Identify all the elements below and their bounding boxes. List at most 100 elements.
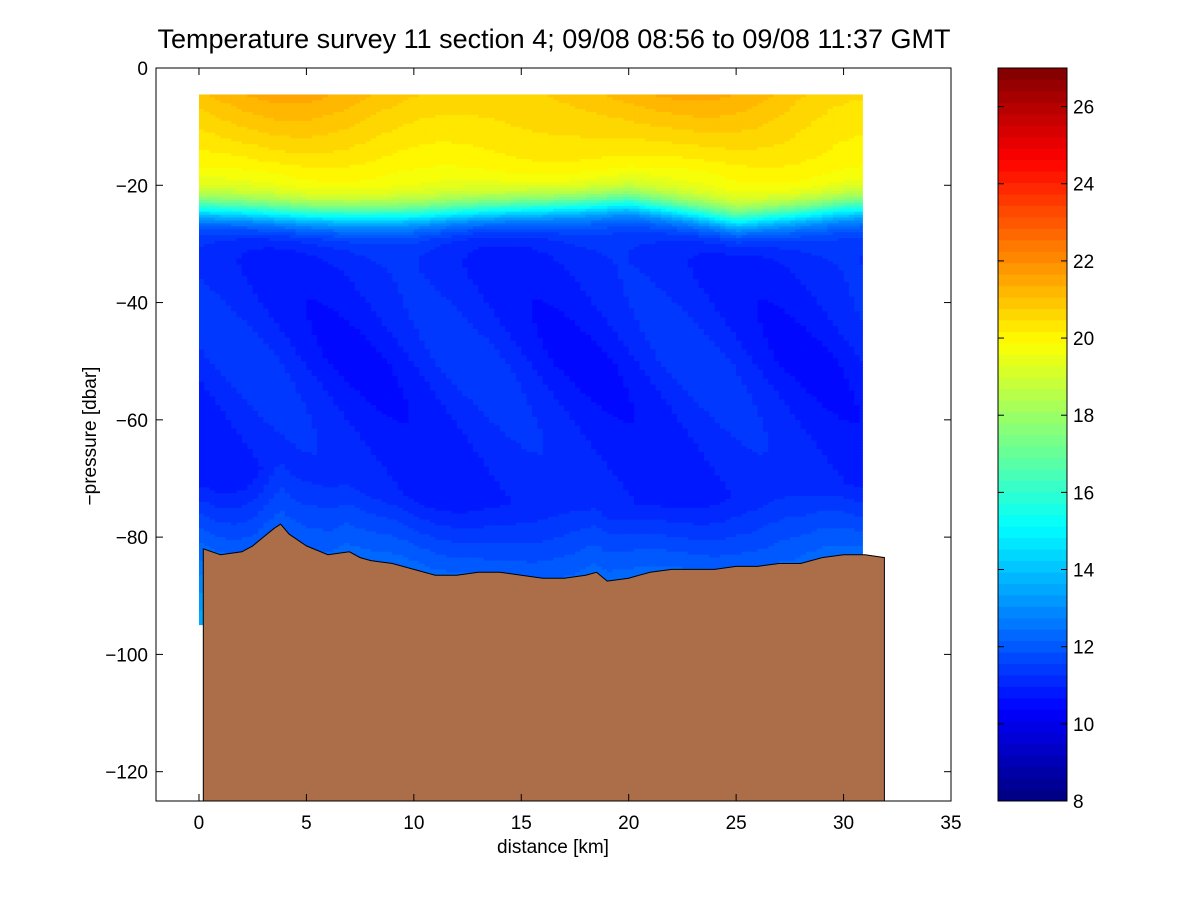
field-cell: [258, 343, 265, 348]
field-cell: [258, 129, 265, 134]
field-cell: [225, 425, 232, 430]
field-cell: [231, 361, 238, 365]
field-cell: [252, 238, 259, 242]
field-cell: [215, 466, 222, 471]
field-cell: [215, 387, 222, 392]
field-cell: [225, 240, 232, 245]
field-cell: [204, 117, 211, 122]
field-cell: [231, 305, 238, 310]
field-cell: [268, 457, 275, 462]
field-cell: [204, 270, 211, 274]
field-cell: [236, 299, 243, 304]
field-cell: [225, 399, 232, 403]
field-cell: [247, 120, 254, 125]
field-cell: [198, 185, 205, 189]
field-cell: [215, 296, 222, 301]
field-cell: [198, 199, 205, 204]
field-cell: [231, 378, 238, 383]
field-cell: [236, 287, 243, 292]
field-cell: [225, 537, 232, 541]
field-cell: [268, 431, 275, 436]
field-cell: [225, 331, 232, 336]
field-cell: [241, 372, 248, 377]
field-cell: [263, 97, 270, 101]
field-cell: [247, 106, 254, 110]
field-cell: [209, 413, 216, 418]
field-cell: [263, 182, 270, 186]
field-cell: [252, 311, 259, 315]
field-cell: [247, 493, 254, 497]
field-cell: [220, 364, 227, 368]
field-cell: [247, 167, 254, 172]
field-cell: [258, 243, 265, 248]
field-cell: [215, 258, 222, 263]
field-cell: [258, 434, 265, 439]
field-cell: [263, 261, 270, 266]
field-cell: [209, 185, 216, 189]
field-cell: [263, 229, 270, 233]
field-cell: [241, 416, 248, 421]
field-cell: [247, 367, 254, 371]
field-cell: [236, 94, 243, 98]
field-cell: [215, 481, 222, 485]
field-cell: [204, 279, 211, 283]
field-cell: [241, 150, 248, 154]
field-cell: [225, 267, 232, 271]
field-cell: [220, 343, 227, 348]
field-cell: [247, 205, 254, 210]
field-cell: [231, 487, 238, 491]
field-cell: [225, 302, 232, 307]
field-cell: [258, 144, 265, 148]
field-cell: [215, 516, 222, 521]
field-cell: [220, 264, 227, 268]
field-cell: [252, 97, 259, 101]
field-cell: [263, 235, 270, 239]
field-cell: [236, 358, 243, 362]
field-cell: [204, 434, 211, 439]
field-cell: [241, 293, 248, 298]
field-cell: [225, 173, 232, 178]
field-cell: [209, 443, 216, 447]
field-cell: [215, 129, 222, 134]
field-cell: [209, 284, 216, 289]
field-cell: [209, 519, 216, 524]
field-cell: [263, 132, 270, 137]
field-cell: [236, 449, 243, 453]
field-cell: [220, 194, 227, 198]
field-cell: [241, 475, 248, 480]
field-cell: [231, 472, 238, 477]
field-cell: [268, 361, 275, 365]
field-cell: [220, 238, 227, 242]
field-cell: [220, 150, 227, 154]
field-cell: [268, 205, 275, 210]
field-cell: [258, 235, 265, 239]
field-cell: [231, 440, 238, 444]
field-cell: [258, 440, 265, 444]
field-cell: [241, 440, 248, 444]
field-cell: [198, 334, 205, 339]
field-cell: [204, 361, 211, 365]
field-cell: [258, 258, 265, 263]
field-cell: [236, 235, 243, 239]
field-cell: [198, 296, 205, 301]
field-cell: [204, 399, 211, 403]
field-cell: [252, 205, 259, 210]
field-cell: [231, 287, 238, 292]
field-cell: [263, 185, 270, 189]
field-cell: [263, 217, 270, 222]
field-cell: [236, 191, 243, 195]
field-cell: [198, 120, 205, 125]
field-cell: [225, 499, 232, 503]
field-cell: [247, 147, 254, 151]
field-cell: [220, 302, 227, 307]
field-cell: [225, 299, 232, 304]
field-cell: [225, 355, 232, 359]
field-cell: [274, 111, 281, 116]
field-cell: [268, 481, 275, 485]
field-cell: [225, 358, 232, 362]
field-cell: [236, 496, 243, 500]
field-cell: [198, 308, 205, 312]
field-cell: [225, 478, 232, 483]
field-cell: [258, 457, 265, 462]
field-cell: [241, 106, 248, 110]
